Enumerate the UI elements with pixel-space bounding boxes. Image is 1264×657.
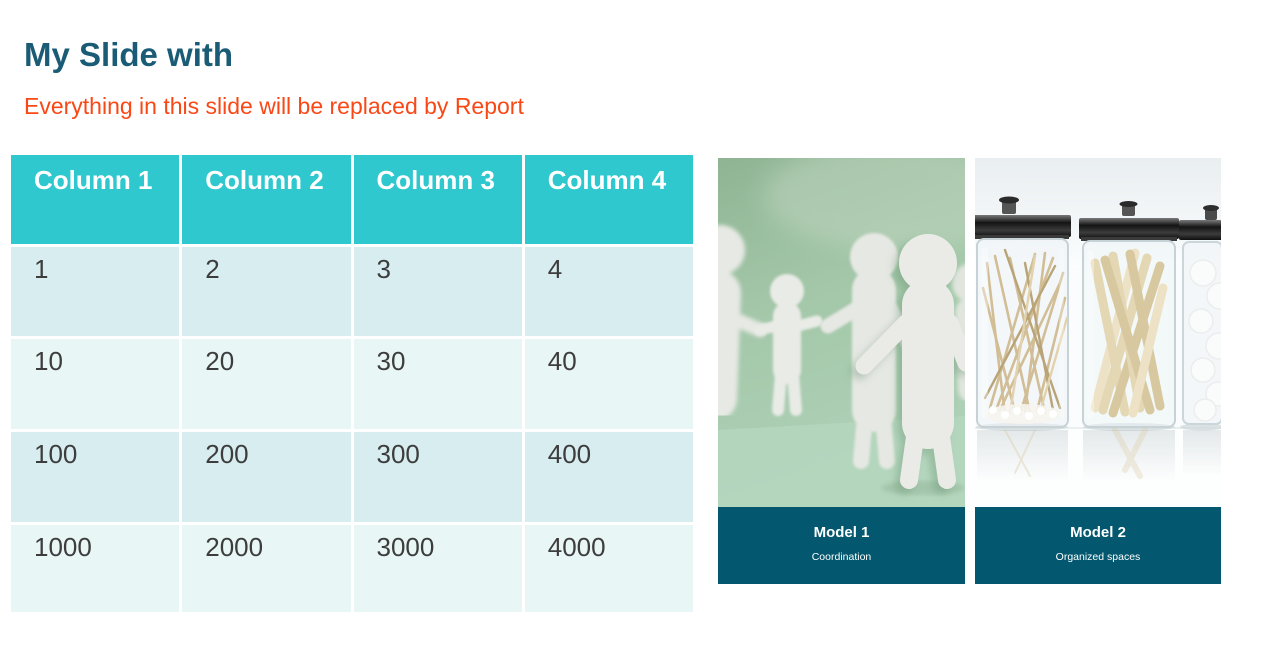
card-title: Model 1	[813, 524, 870, 541]
table-header-cell: Column 3	[353, 155, 522, 244]
table-cell: 10	[11, 339, 180, 429]
model-card-1: Model 1 Coordination	[718, 158, 965, 584]
table-cell: 4	[524, 247, 693, 336]
table-header-cell: Column 1	[11, 155, 180, 244]
table-cell: 2	[182, 247, 351, 336]
data-table: Column 1 Column 2 Column 3 Column 4 1 2 …	[11, 155, 693, 612]
table-cell: 300	[353, 432, 522, 522]
table-cell: 4000	[524, 525, 693, 612]
card-caption-band: Model 1 Coordination	[718, 507, 965, 584]
slide-title: My Slide with	[24, 36, 234, 73]
table-cell: 1	[11, 247, 180, 336]
table-cell: 3	[353, 247, 522, 336]
card-subtitle: Organized spaces	[1055, 551, 1141, 563]
table-cell: 40	[524, 339, 693, 429]
table-cell: 2000	[182, 525, 351, 612]
model-card-2: Model 2 Organized spaces	[975, 158, 1221, 584]
table-cell: 3000	[353, 525, 522, 612]
table-cell: 30	[353, 339, 522, 429]
paper-people-illustration	[718, 158, 965, 507]
table-cell: 1000	[11, 525, 180, 612]
table-cell: 400	[524, 432, 693, 522]
slide-subtitle: Everything in this slide will be replace…	[24, 93, 524, 119]
card-subtitle: Coordination	[811, 551, 872, 563]
table-header-cell: Column 2	[182, 155, 351, 244]
table-header-cell: Column 4	[524, 155, 693, 244]
card-caption-band: Model 2 Organized spaces	[975, 507, 1221, 584]
jars-illustration	[975, 158, 1221, 507]
card-title: Model 2	[1070, 524, 1126, 541]
table-cell: 20	[182, 339, 351, 429]
table-cell: 200	[182, 432, 351, 522]
table-cell: 100	[11, 432, 180, 522]
